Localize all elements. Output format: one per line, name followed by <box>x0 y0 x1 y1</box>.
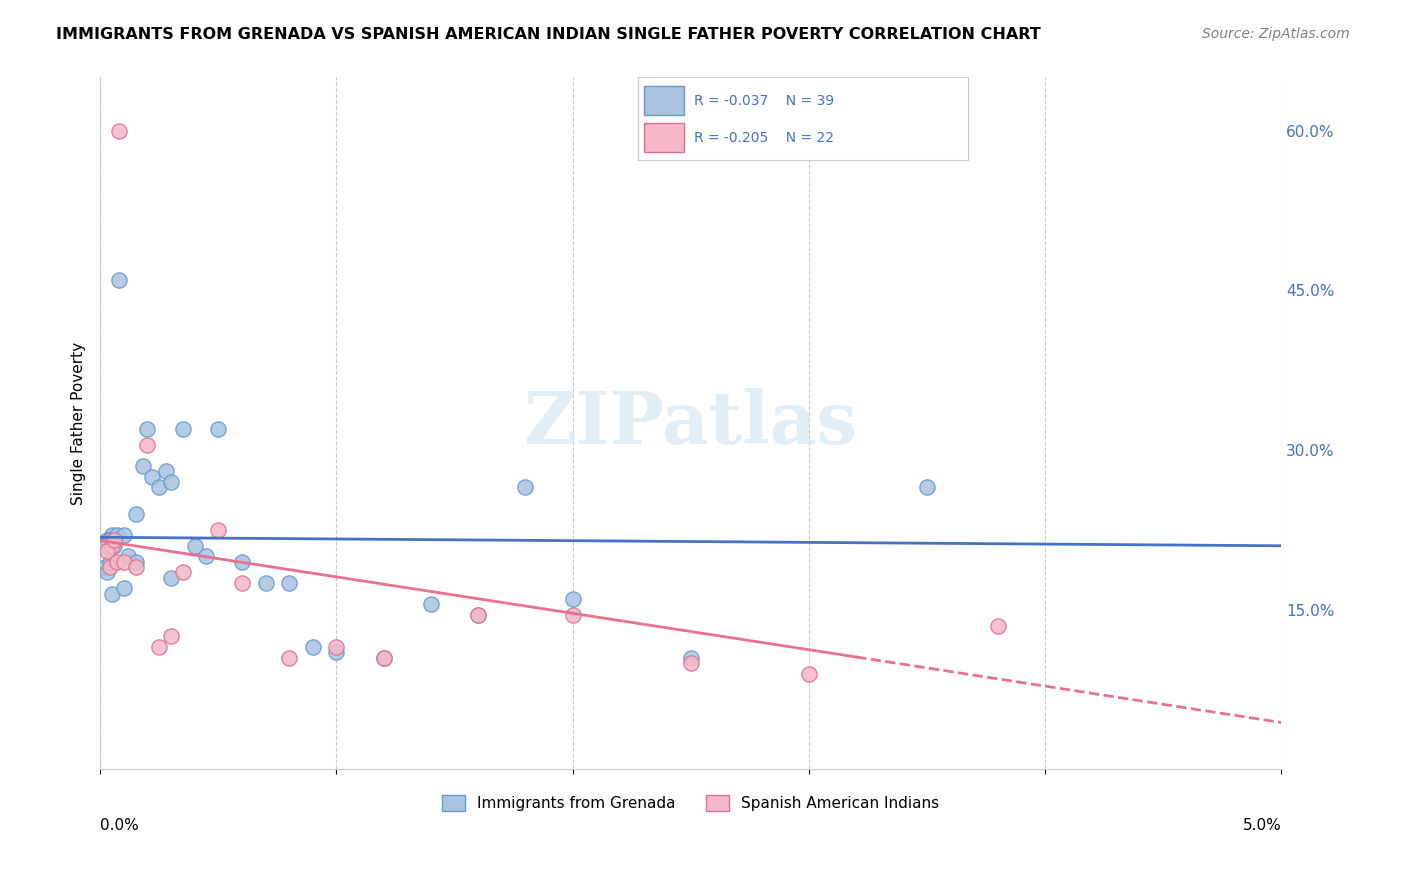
Point <box>679 650 702 665</box>
Point <box>301 640 323 654</box>
Point <box>103 539 125 553</box>
Point <box>96 533 118 548</box>
Point <box>105 555 128 569</box>
Point <box>254 576 277 591</box>
Point <box>117 549 139 564</box>
Point <box>195 549 218 564</box>
Point <box>183 539 205 553</box>
Point <box>98 555 121 569</box>
Point <box>207 422 229 436</box>
Point <box>108 273 131 287</box>
Point <box>561 592 583 607</box>
Point <box>419 598 441 612</box>
Text: ZIPatlas: ZIPatlas <box>523 388 858 458</box>
Point <box>467 607 489 622</box>
Point <box>101 528 124 542</box>
Text: IMMIGRANTS FROM GRENADA VS SPANISH AMERICAN INDIAN SINGLE FATHER POVERTY CORRELA: IMMIGRANTS FROM GRENADA VS SPANISH AMERI… <box>56 27 1040 42</box>
Text: 0.0%: 0.0% <box>100 818 139 833</box>
Point <box>207 523 229 537</box>
Point <box>112 555 135 569</box>
Point <box>679 656 702 670</box>
Point <box>160 629 183 643</box>
Point <box>915 480 938 494</box>
Point <box>112 582 135 596</box>
Point <box>160 571 183 585</box>
Point <box>124 555 146 569</box>
Point <box>94 539 117 553</box>
Point <box>373 650 395 665</box>
Point <box>373 650 395 665</box>
Point <box>987 618 1010 632</box>
Point <box>136 438 159 452</box>
Point <box>103 533 125 548</box>
Point <box>141 469 163 483</box>
Legend: Immigrants from Grenada, Spanish American Indians: Immigrants from Grenada, Spanish America… <box>436 789 946 817</box>
Y-axis label: Single Father Poverty: Single Father Poverty <box>72 342 86 505</box>
Point <box>172 422 194 436</box>
Point <box>124 560 146 574</box>
Point <box>101 539 124 553</box>
Point <box>98 560 121 574</box>
Point <box>467 607 489 622</box>
Point <box>515 480 537 494</box>
Point <box>797 666 820 681</box>
Point <box>325 640 347 654</box>
Point <box>231 576 253 591</box>
Point <box>131 458 153 473</box>
Point <box>278 650 301 665</box>
Text: 5.0%: 5.0% <box>1243 818 1281 833</box>
Point <box>124 507 146 521</box>
Point <box>155 464 177 478</box>
Point <box>561 607 583 622</box>
Point <box>148 480 170 494</box>
Point <box>101 587 124 601</box>
Point <box>160 475 183 489</box>
Point <box>105 528 128 542</box>
Point <box>96 566 118 580</box>
Point <box>325 645 347 659</box>
Point <box>172 566 194 580</box>
Point <box>112 528 135 542</box>
Point <box>98 533 121 548</box>
Point <box>136 422 159 436</box>
Point <box>94 560 117 574</box>
Point <box>148 640 170 654</box>
Point <box>96 544 118 558</box>
Text: Source: ZipAtlas.com: Source: ZipAtlas.com <box>1202 27 1350 41</box>
Point <box>231 555 253 569</box>
Point <box>108 123 131 137</box>
Point <box>278 576 301 591</box>
